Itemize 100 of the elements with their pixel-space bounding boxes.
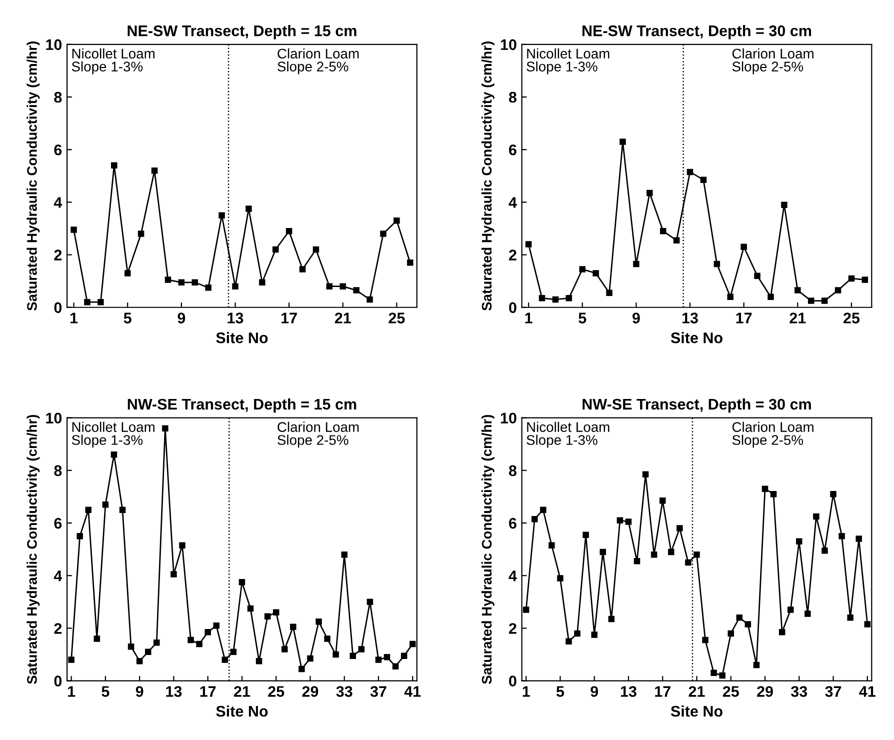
point bbox=[591, 632, 598, 638]
point bbox=[754, 272, 760, 279]
y-tick-label: 6 bbox=[54, 518, 62, 529]
point bbox=[633, 260, 640, 268]
point bbox=[98, 298, 104, 306]
point bbox=[394, 217, 400, 224]
point bbox=[124, 270, 131, 276]
point bbox=[557, 575, 564, 582]
x-tick-label: 9 bbox=[590, 686, 598, 697]
x-tick-label: 21 bbox=[334, 312, 351, 324]
point bbox=[246, 206, 252, 212]
x-tick-label: 21 bbox=[234, 686, 250, 697]
point bbox=[778, 629, 786, 636]
point bbox=[768, 294, 774, 300]
point bbox=[740, 244, 747, 250]
point bbox=[110, 452, 118, 458]
x-tick-label: 25 bbox=[722, 686, 739, 697]
point bbox=[804, 610, 811, 617]
y-tick-label: 8 bbox=[54, 92, 62, 103]
point bbox=[85, 506, 92, 513]
point bbox=[350, 652, 356, 659]
point bbox=[606, 290, 612, 296]
x-tick-label: 1 bbox=[522, 686, 530, 697]
annotation: Clarion Loam Slope 2-5% bbox=[732, 48, 814, 74]
point bbox=[838, 533, 845, 540]
point bbox=[286, 228, 292, 234]
point bbox=[744, 621, 752, 628]
y-axis-title: Saturated Hydraulic Conductivity (cm/hr) bbox=[481, 414, 494, 684]
point bbox=[659, 498, 666, 504]
y-axis-title: Saturated Hydraulic Conductivity (cm/hr) bbox=[26, 42, 40, 311]
x-tick-label: 29 bbox=[757, 686, 773, 697]
point bbox=[102, 501, 109, 508]
point bbox=[862, 276, 868, 283]
point bbox=[668, 548, 674, 556]
point bbox=[714, 260, 720, 268]
y-tick-label: 10 bbox=[500, 412, 516, 424]
point bbox=[384, 654, 390, 660]
point bbox=[128, 643, 134, 650]
point bbox=[138, 230, 144, 237]
x-tick-label: 13 bbox=[166, 686, 182, 697]
y-tick-label: 6 bbox=[509, 144, 516, 156]
x-tick-label: 13 bbox=[620, 686, 636, 697]
point bbox=[144, 648, 152, 655]
point bbox=[272, 246, 279, 253]
point bbox=[650, 551, 658, 558]
point bbox=[770, 490, 777, 498]
point bbox=[70, 226, 77, 233]
point bbox=[608, 616, 615, 622]
y-tick-label: 0 bbox=[54, 676, 62, 686]
x-tick-label: 37 bbox=[825, 686, 842, 697]
point bbox=[548, 542, 555, 548]
annotation: Clarion Loam Slope 2-5% bbox=[278, 422, 359, 448]
point bbox=[256, 658, 262, 664]
point bbox=[808, 298, 814, 304]
point bbox=[298, 666, 305, 672]
y-tick-label: 8 bbox=[508, 92, 516, 103]
point bbox=[151, 168, 158, 174]
point bbox=[864, 621, 871, 628]
point bbox=[574, 630, 580, 637]
point bbox=[762, 486, 768, 492]
point bbox=[332, 651, 339, 658]
point bbox=[154, 640, 160, 646]
point bbox=[94, 636, 100, 642]
point bbox=[813, 513, 820, 520]
point bbox=[264, 613, 271, 620]
annotation: Nicollet Loam Slope 1-3% bbox=[526, 48, 610, 74]
x-axis-title: Site No bbox=[216, 705, 268, 717]
point bbox=[375, 656, 382, 663]
point bbox=[358, 646, 365, 652]
point bbox=[694, 551, 700, 558]
y-tick-label: 10 bbox=[46, 39, 62, 50]
x-tick-label: 33 bbox=[790, 686, 808, 697]
x-tick-label: 9 bbox=[632, 312, 640, 324]
point bbox=[642, 471, 649, 478]
point bbox=[290, 624, 296, 630]
point bbox=[796, 538, 802, 545]
y-tick-label: 0 bbox=[54, 302, 62, 314]
point bbox=[366, 598, 374, 606]
point bbox=[230, 648, 237, 655]
y-tick-label: 8 bbox=[54, 465, 62, 476]
x-tick-label: 1 bbox=[68, 686, 76, 697]
y-tick-label: 0 bbox=[509, 676, 516, 686]
point bbox=[787, 606, 794, 613]
point bbox=[68, 656, 74, 663]
point bbox=[753, 662, 760, 668]
point bbox=[409, 640, 416, 648]
x-tick-label: 17 bbox=[282, 312, 297, 324]
point bbox=[830, 490, 836, 498]
point bbox=[380, 230, 386, 237]
point bbox=[76, 533, 83, 540]
point bbox=[299, 266, 306, 272]
point bbox=[238, 579, 246, 586]
point bbox=[686, 168, 694, 176]
point bbox=[660, 228, 666, 234]
y-tick-label: 4 bbox=[54, 570, 62, 582]
x-tick-label: 5 bbox=[578, 312, 586, 324]
point bbox=[600, 548, 606, 556]
y-tick-label: 2 bbox=[54, 623, 62, 634]
x-tick-label: 25 bbox=[388, 312, 405, 324]
y-tick-label: 2 bbox=[54, 250, 62, 260]
